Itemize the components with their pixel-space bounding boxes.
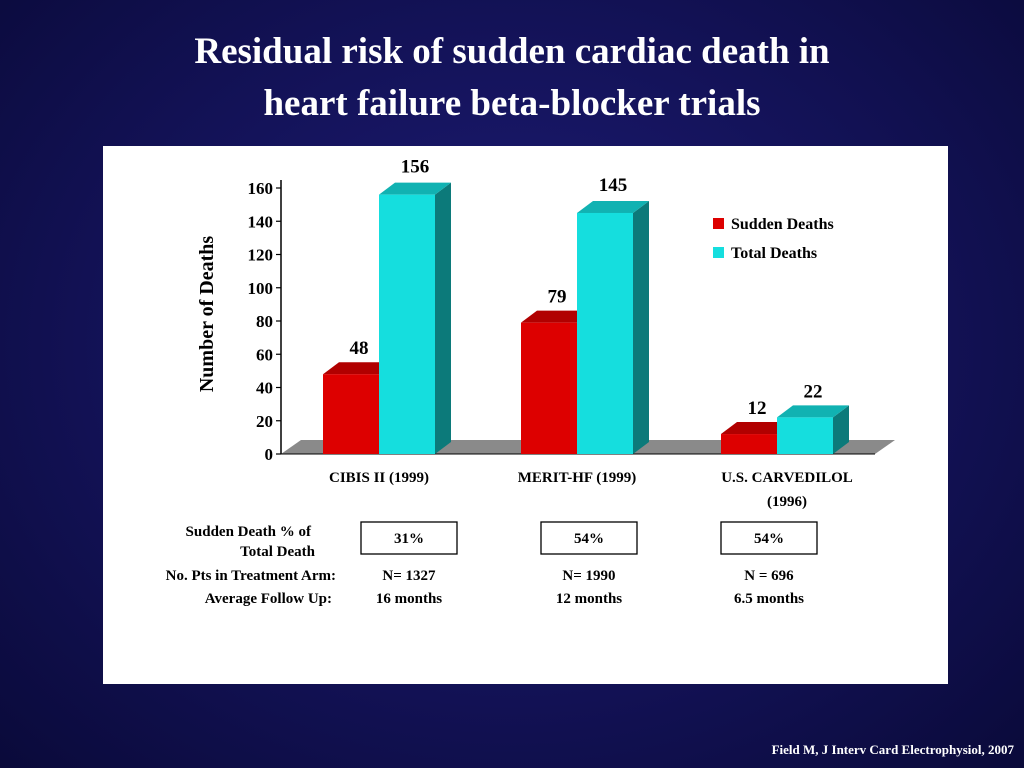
- y-axis-title: Number of Deaths: [196, 236, 218, 393]
- sudden-deaths-bar: [323, 374, 379, 454]
- x-category-label: CIBIS II (1999): [329, 470, 429, 486]
- y-tick-label: 100: [248, 279, 274, 298]
- sudden-deaths-bar: [721, 434, 777, 454]
- y-tick-label: 40: [256, 379, 273, 398]
- y-tick-label: 20: [256, 412, 273, 431]
- data-label: 12: [748, 398, 767, 419]
- patients-value: N= 1327: [382, 568, 436, 584]
- sudden-deaths-bar: [521, 322, 577, 454]
- y-tick-label: 140: [248, 212, 274, 231]
- sudden-deaths-bar-top: [721, 422, 793, 435]
- x-category-label: (1996): [767, 494, 807, 510]
- bar-chart: 0 20 40 60 80 100 120 140 160 Number of Deaths 48 1…: [166, 157, 895, 607]
- x-category-label: MERIT-HF (1999): [518, 470, 636, 486]
- y-tick-label: 60: [256, 345, 273, 364]
- y-tick-label: 160: [248, 179, 274, 198]
- percent-box: [540, 521, 638, 555]
- citation: Field M, J Interv Card Electrophysiol, 2…: [771, 742, 1014, 757]
- patients-value: N = 696: [744, 568, 794, 584]
- row-label-follow-up: Average Follow Up:: [205, 591, 332, 607]
- data-label: 22: [804, 381, 823, 402]
- follow-up-value: 6.5 months: [734, 591, 804, 607]
- patients-value: N= 1990: [562, 568, 615, 584]
- title-line-2: heart failure beta-blocker trials: [263, 83, 761, 124]
- legend-label: Total Deaths: [731, 245, 817, 262]
- chart-panel: 0 20 40 60 80 100 120 140 160 Number of Deaths 48 1…: [103, 146, 948, 684]
- slide-title: Residual risk of sudden cardiac death in…: [0, 26, 1024, 130]
- sudden-deaths-bar-top: [323, 362, 395, 375]
- total-deaths-bar: [577, 212, 633, 454]
- y-tick-label: 0: [265, 445, 274, 464]
- x-category-label: U.S. CARVEDILOL: [721, 470, 853, 486]
- follow-up-value: 16 months: [376, 591, 442, 607]
- y-tick-label: 120: [248, 246, 274, 265]
- data-label: 156: [401, 157, 430, 178]
- total-deaths-bar-side: [435, 182, 451, 454]
- percent-value: 31%: [394, 531, 424, 547]
- legend-label: Sudden Deaths: [731, 216, 834, 233]
- total-deaths-bar: [379, 194, 435, 454]
- sudden-deaths-bar-top: [521, 310, 593, 323]
- percent-value: 54%: [754, 531, 784, 547]
- y-tick-label: 80: [256, 312, 273, 331]
- data-label: 48: [350, 338, 369, 359]
- data-label: 79: [548, 287, 567, 308]
- total-deaths-bar-side: [633, 200, 649, 454]
- percent-box: [720, 521, 818, 555]
- row-label-patients: No. Pts in Treatment Arm:: [166, 568, 336, 584]
- row-label-sudden-percent: Sudden Death % of: [186, 524, 312, 540]
- legend-swatch: [713, 218, 724, 229]
- data-label: 145: [599, 175, 628, 196]
- total-deaths-bar-top: [577, 200, 649, 213]
- total-deaths-bar: [777, 417, 833, 454]
- legend-swatch: [713, 247, 724, 258]
- total-deaths-bar-side: [833, 405, 849, 454]
- total-deaths-bar-top: [777, 405, 849, 418]
- title-line-1: Residual risk of sudden cardiac death in: [194, 31, 830, 72]
- total-deaths-bar-top: [379, 182, 451, 195]
- percent-value: 54%: [574, 531, 604, 547]
- row-label-sudden-percent: Total Death: [240, 544, 316, 560]
- follow-up-value: 12 months: [556, 591, 622, 607]
- percent-box: [360, 521, 458, 555]
